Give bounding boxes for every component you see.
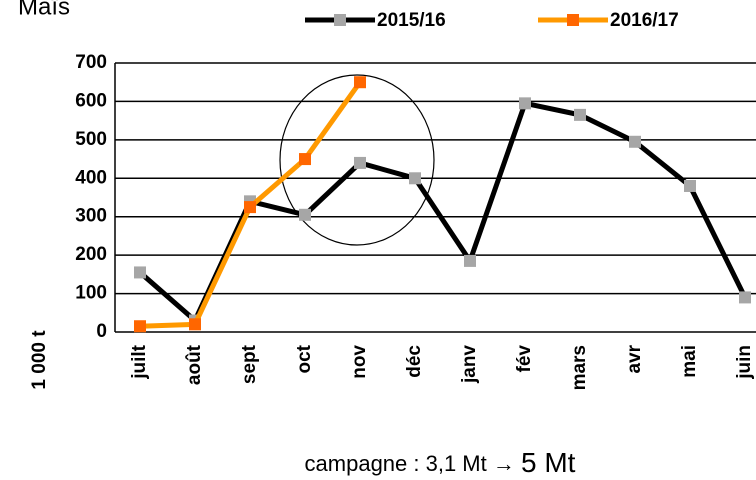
y-tick-label: 700 xyxy=(75,52,107,73)
point-marker xyxy=(354,156,366,169)
x-tick-label: mai xyxy=(679,345,700,378)
x-tick-label: janv xyxy=(459,345,480,384)
point-marker xyxy=(684,179,696,192)
legend-label: 2015/16 xyxy=(377,10,446,31)
annotation-part: campagne : 3,1 Mt → xyxy=(305,451,515,476)
legend-marker xyxy=(567,14,579,26)
y-tick-label: 300 xyxy=(75,206,107,227)
x-tick-label: sept xyxy=(239,344,260,384)
point-marker xyxy=(134,320,146,333)
point-marker xyxy=(739,291,751,304)
y-axis-label: 1 000 t xyxy=(29,330,50,390)
y-tick-label: 500 xyxy=(75,129,107,150)
annotation-part: 5 Mt xyxy=(521,447,576,478)
point-marker xyxy=(519,97,531,110)
x-tick-label: juin xyxy=(734,345,755,380)
chart-title: Maïs xyxy=(18,0,70,20)
x-tick-label: nov xyxy=(349,345,370,379)
point-marker xyxy=(134,266,146,279)
point-marker xyxy=(299,208,311,221)
x-tick-label: mars xyxy=(569,345,590,390)
point-marker xyxy=(244,201,256,214)
point-marker xyxy=(409,172,421,185)
legend-label: 2016/17 xyxy=(610,10,679,31)
y-tick-label: 100 xyxy=(75,283,107,304)
x-tick-label: fév xyxy=(514,345,535,373)
point-marker xyxy=(629,135,641,148)
point-marker xyxy=(574,108,586,121)
legend-marker xyxy=(334,14,346,26)
point-marker xyxy=(354,76,366,89)
y-tick-label: 400 xyxy=(75,167,107,188)
y-tick-label: 0 xyxy=(96,321,107,342)
x-tick-label: avr xyxy=(624,344,645,373)
point-marker xyxy=(464,254,476,267)
x-tick-label: déc xyxy=(404,345,425,378)
highlight-ellipse xyxy=(279,74,435,246)
x-tick-label: juilt xyxy=(129,344,150,379)
point-marker xyxy=(189,318,201,331)
point-marker xyxy=(299,153,311,166)
x-tick-label: août xyxy=(184,344,205,385)
series-line xyxy=(138,100,748,323)
y-tick-label: 200 xyxy=(75,244,107,265)
x-tick-label: oct xyxy=(294,344,315,373)
y-tick-label: 600 xyxy=(75,90,107,111)
annotation: campagne : 3,1 Mt → 5 Mt xyxy=(305,447,576,478)
